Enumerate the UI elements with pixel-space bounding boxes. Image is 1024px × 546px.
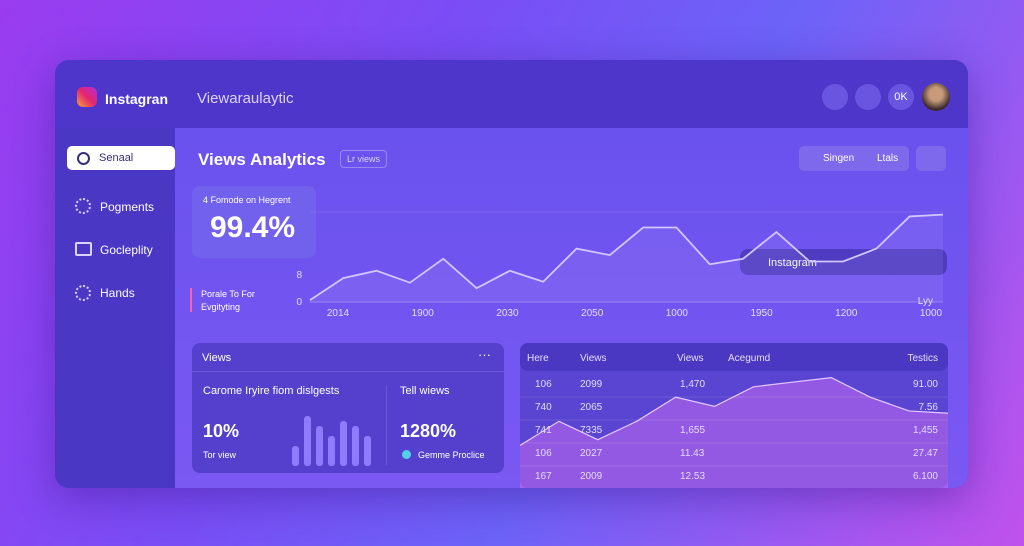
x-label: 2030 xyxy=(496,308,519,319)
card-title: Views xyxy=(202,352,232,364)
bar xyxy=(364,436,371,466)
nav-icon xyxy=(75,242,92,256)
table-cell: 7.56 xyxy=(919,402,939,413)
table-header: Testics xyxy=(907,353,938,364)
table-cell: 6.100 xyxy=(913,471,938,482)
line-area xyxy=(310,214,943,302)
note: Porale To For xyxy=(201,289,255,299)
nav-item[interactable]: Hands xyxy=(100,286,135,300)
header: Instagran Viewaraulaytic 0K xyxy=(55,60,968,128)
left-caption: Tor view xyxy=(203,450,237,460)
icon-button[interactable] xyxy=(822,84,848,110)
table-header: Acegumd xyxy=(728,353,770,364)
nav-icon xyxy=(75,198,91,214)
views-card: Views ··· Carome Iryire fiom dislgests 1… xyxy=(192,343,504,473)
table-cell: 2065 xyxy=(580,402,603,413)
table-cell: 2099 xyxy=(580,379,603,390)
table-head-bg xyxy=(520,343,948,371)
line-series xyxy=(309,213,944,301)
table-cell: 7335 xyxy=(580,425,603,436)
y-label: 8 xyxy=(296,270,302,281)
divider xyxy=(192,371,504,372)
card-subtitle: Carome Iryire fiom dislgests xyxy=(203,385,340,397)
logo xyxy=(77,87,97,107)
legend-dot xyxy=(402,450,411,459)
table-cell: 1,470 xyxy=(680,379,705,390)
x-label: 1900 xyxy=(412,308,435,319)
table-header: Views xyxy=(580,353,607,364)
brand: Instagran xyxy=(105,91,169,107)
x-label: Lyy xyxy=(918,296,933,307)
table-cell: 106 xyxy=(535,448,552,459)
sidebar: Senaal Pogments Gocleplity Hands xyxy=(55,128,175,488)
table-cell: 12.53 xyxy=(680,471,705,482)
left-value: 10% xyxy=(203,421,240,441)
y-label: 0 xyxy=(296,297,302,308)
stat-value: 99.4% xyxy=(210,211,296,244)
table-cell: 11.43 xyxy=(680,448,705,459)
area-fill xyxy=(520,377,948,488)
x-label: 1950 xyxy=(750,308,773,319)
right-caption: Gemme Proclice xyxy=(418,450,485,460)
avatar[interactable] xyxy=(922,83,950,111)
x-label: 1000 xyxy=(666,308,689,319)
dashboard: Instagran Viewaraulaytic 0K Senaal Pogme… xyxy=(55,60,968,488)
table-cell: 91.00 xyxy=(913,379,938,390)
search-box[interactable]: Senaal xyxy=(67,146,175,170)
x-label: 1000 xyxy=(920,308,943,319)
note: Evgityting xyxy=(201,302,241,312)
main-area: Views Analytics Lr views Singen Ltals 4 … xyxy=(175,128,968,488)
icon-button[interactable] xyxy=(855,84,881,110)
x-label: 2050 xyxy=(581,308,604,319)
table-cell: 167 xyxy=(535,471,552,482)
nav-icon xyxy=(75,285,91,301)
mini-bar-chart xyxy=(292,416,371,466)
data-table: Here Views Views Acegumd Testics 106 2099 1,470… xyxy=(520,343,948,488)
x-label: 1200 xyxy=(835,308,858,319)
table-cell: 2009 xyxy=(580,471,603,482)
search-text: Instagram xyxy=(768,257,817,269)
nav-item[interactable]: Pogments xyxy=(100,200,155,214)
table-cell: 740 xyxy=(535,402,552,413)
table-cell: 1,455 xyxy=(913,425,938,436)
bar xyxy=(292,446,299,466)
stat-label: 4 Fomode on Hegrent xyxy=(203,195,291,205)
search-icon xyxy=(77,152,90,165)
nav-item[interactable]: Gocleplity xyxy=(100,243,153,257)
button-group: Singen Ltals xyxy=(799,146,909,171)
right-title: Tell wiews xyxy=(400,385,450,397)
table-cell: 2027 xyxy=(580,448,603,459)
menu[interactable]: ··· xyxy=(478,347,491,362)
page-title: Views Analytics xyxy=(198,150,326,169)
table-cell: 106 xyxy=(535,379,552,390)
icon-button[interactable]: 0K xyxy=(888,84,914,110)
area-line xyxy=(520,376,948,446)
bar xyxy=(352,426,359,466)
bar xyxy=(316,426,323,466)
button[interactable]: Ltals xyxy=(877,153,899,164)
right-value: 1280% xyxy=(400,421,457,441)
table-header: Views xyxy=(677,353,704,364)
table-cell: 1,655 xyxy=(680,425,705,436)
bar xyxy=(340,421,347,466)
stat-card: 4 Fomode on Hegrent 99.4% xyxy=(192,186,316,258)
icon-button[interactable] xyxy=(916,146,946,171)
x-label: 2014 xyxy=(327,308,350,319)
bar xyxy=(304,416,311,466)
badge: Lr views xyxy=(340,150,388,168)
button[interactable]: Singen xyxy=(823,153,855,164)
accent-bar xyxy=(190,288,192,312)
divider xyxy=(386,385,387,465)
subtitle: Viewaraulaytic xyxy=(197,90,294,107)
table-header: Here xyxy=(527,353,549,364)
table-cell: 27.47 xyxy=(913,448,938,459)
search-text: Senaal xyxy=(99,152,134,164)
bar xyxy=(328,436,335,466)
table-cell: 741 xyxy=(535,425,552,436)
